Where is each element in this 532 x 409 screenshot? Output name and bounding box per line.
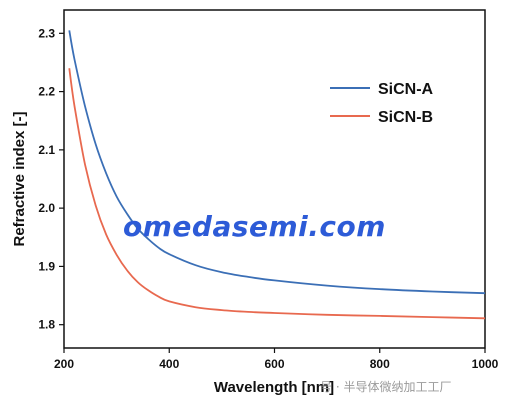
series-line-sicn-a — [68, 30, 486, 295]
x-tick-label: 1000 — [472, 357, 499, 371]
x-tick-label: 400 — [159, 357, 179, 371]
series-layer — [68, 30, 486, 320]
y-tick-label: 2.1 — [38, 143, 55, 157]
y-tick-label: 1.9 — [38, 259, 55, 273]
x-tick-label: 200 — [54, 357, 74, 371]
x-axis-ticks: 200 400 600 800 1000 — [54, 348, 499, 371]
plot-frame — [63, 9, 486, 349]
source-caption: 号 · 半导体微纳加工工厂 — [320, 380, 452, 394]
y-axis-title: Refractive index [-] — [11, 111, 28, 246]
x-tick-label: 800 — [370, 357, 390, 371]
y-axis-ticks: 1.8 1.9 2.0 2.1 2.2 2.3 — [38, 26, 64, 332]
legend-label-sicn-b: SiCN-B — [378, 109, 433, 126]
y-tick-label: 2.3 — [38, 26, 55, 40]
x-axis-title: Wavelength [nm] — [214, 379, 334, 396]
series-line-sicn-b — [68, 68, 486, 320]
y-tick-label: 2.2 — [38, 85, 55, 99]
y-tick-label: 2.0 — [38, 201, 55, 215]
legend-label-sicn-a: SiCN-A — [378, 81, 434, 98]
x-tick-label: 600 — [264, 357, 284, 371]
legend: SiCN-A SiCN-B — [330, 81, 434, 126]
y-tick-label: 1.8 — [38, 318, 55, 332]
